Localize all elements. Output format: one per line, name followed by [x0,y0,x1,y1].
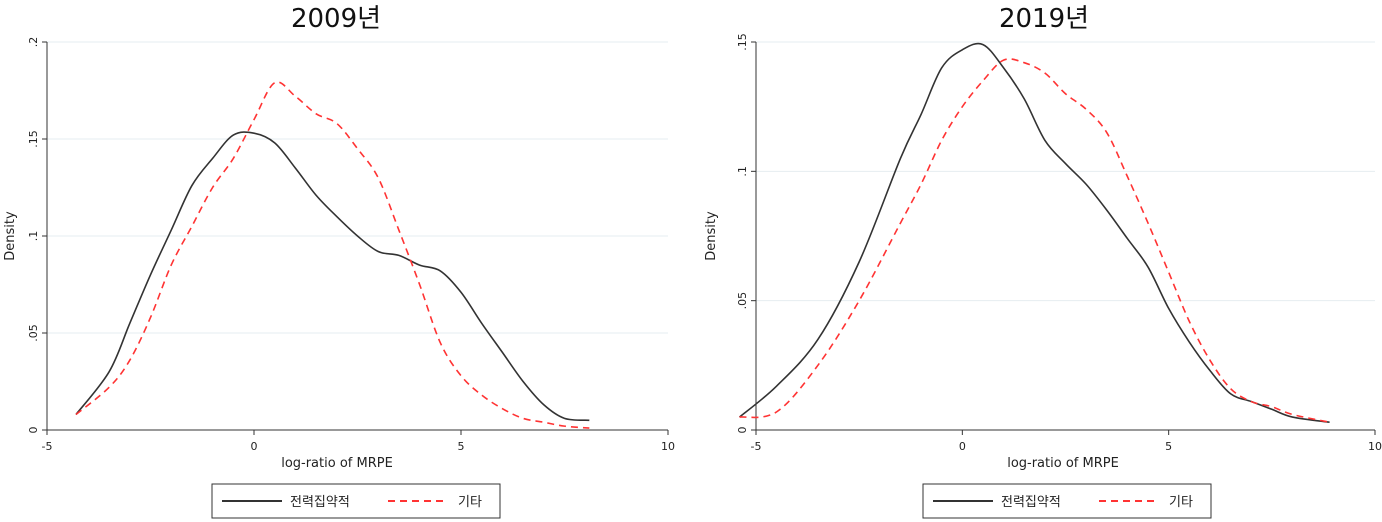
x-tick-label: 10 [661,440,675,453]
series-line-1 [75,131,590,422]
legend-label-series-2: 기타 [1169,495,1193,510]
chart-panel-2009: 2009년 log-ratio of MRPE Density 0 .05 .1 .1… [3,4,675,519]
series-layer [75,81,590,429]
x-tick-label: 0 [251,440,258,453]
y-tick-label: .1 [27,231,40,242]
y-tick-label: 0 [27,427,40,434]
chart-title: 2019년 [999,4,1089,34]
legend-label-series-2: 기타 [458,495,482,510]
tick-labels: 0.05.1.15-5 0 5 10 [736,33,1382,453]
tick-labels: 0.05.1.15.2-5 0 5 10 [27,37,675,453]
legend: 전력집약적 기타 [211,483,501,519]
y-tick-label: .1 [736,166,749,177]
y-tick-label: .15 [27,130,40,148]
chart-svg-2019: 2019년 log-ratio of MRPE Density 0 .05 .1 .1… [704,4,1382,519]
series-layer [738,42,1330,424]
chart-panel-2019: 2019년 log-ratio of MRPE Density 0 .05 .1 .1… [691,0,1382,522]
legend-label-series-1: 전력집약적 [290,495,350,510]
x-tick-label: 10 [1368,440,1382,453]
x-tick-label: 5 [458,440,465,453]
y-tick-label: .05 [27,324,40,342]
chart-svg-2009: 2009년 log-ratio of MRPE Density 0 .05 .1 .1… [3,4,675,519]
x-axis-label: log-ratio of MRPE [281,456,393,471]
x-tick-label: 0 [959,440,966,453]
y-tick-label: 0 [736,427,749,434]
legend-label-series-1: 전력집약적 [1001,495,1061,510]
x-tick-label: -5 [751,440,762,453]
y-tick-label: .2 [27,37,40,48]
y-tick-label: .05 [736,292,749,310]
axis-layer [751,41,1376,435]
grid-layer [756,41,1375,431]
x-tick-label: -5 [42,440,53,453]
y-axis-label: Density [3,211,18,261]
y-tick-label: .15 [736,33,749,51]
series-line-2 [739,58,1330,424]
axis-layer [42,41,669,435]
x-tick-label: 5 [1165,440,1172,453]
x-axis-label: log-ratio of MRPE [1007,456,1119,471]
y-axis-label: Density [704,211,719,261]
series-line-1 [738,42,1330,424]
chart-title: 2009년 [291,4,381,34]
series-line-2 [75,81,590,429]
legend: 전력집약적 기타 [922,483,1212,519]
